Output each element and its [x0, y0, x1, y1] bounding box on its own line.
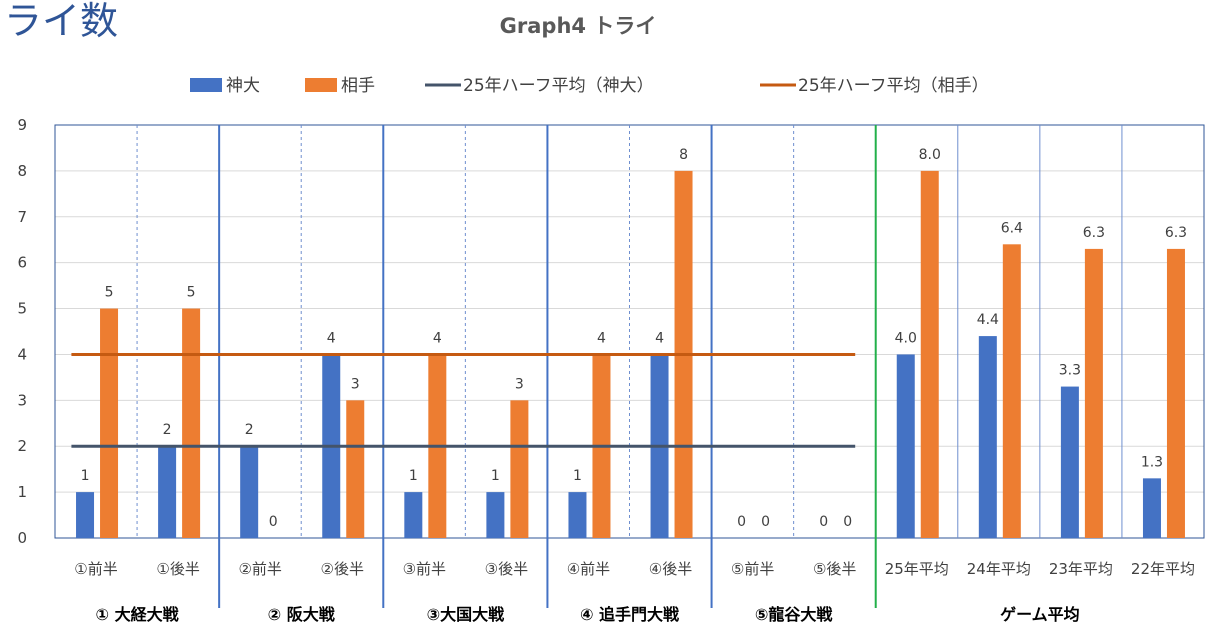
bar-opponent: [1166, 248, 1185, 538]
data-label: 0: [737, 514, 746, 530]
x-tick-label: ②後半: [321, 560, 364, 578]
bar-kobe: [978, 336, 997, 538]
bar-opponent: [920, 170, 939, 538]
legend-label: 神大: [226, 76, 260, 96]
data-label: 1: [81, 468, 90, 484]
y-tick-label: 7: [17, 208, 27, 226]
x-axis: ①前半 ①後半 ②前半 ②後半 ③前半 ③後半 ④前半 ④後半 ⑤前半 ⑤後半 25年平均 24年平均…: [74, 560, 1195, 578]
data-label: 2: [245, 422, 254, 438]
legend-label: 25年ハーフ平均（神大）: [463, 76, 654, 96]
bar-kobe: [76, 492, 95, 538]
bar-kobe: [158, 446, 177, 538]
data-label: 1: [491, 468, 500, 484]
legend-label: 25年ハーフ平均（相手）: [798, 76, 989, 96]
data-label: 3: [351, 376, 360, 392]
x-tick-label: 25年平均: [885, 560, 949, 578]
data-label: 4: [327, 330, 336, 346]
y-tick-label: 5: [17, 300, 27, 318]
y-tick-label: 9: [17, 116, 27, 134]
x-tick-label: 23年平均: [1049, 560, 1113, 578]
bar-kobe: [896, 354, 915, 538]
data-label: 8: [679, 147, 688, 163]
y-tick-label: 3: [17, 391, 27, 409]
legend: 神大 相手 25年ハーフ平均（神大） 25年ハーフ平均（相手）: [190, 76, 989, 96]
bar-opponent: [346, 400, 365, 538]
legend-swatch: [305, 78, 337, 92]
bar-kobe: [1060, 386, 1079, 538]
data-label: 0: [269, 514, 278, 530]
data-label: 0: [761, 514, 770, 530]
x-tick-label: ⑤前半: [731, 560, 774, 578]
data-label: 1: [409, 468, 418, 484]
legend-label: 相手: [341, 76, 375, 96]
data-label: 4: [433, 330, 442, 346]
bar-kobe: [486, 492, 505, 538]
bar-kobe: [240, 446, 259, 538]
data-label: 5: [187, 285, 196, 301]
group-label: ④ 追手門大戦: [580, 605, 680, 624]
data-label: 0: [819, 514, 828, 530]
bar-opponent: [510, 400, 529, 538]
group-label: ゲーム平均: [1000, 605, 1080, 624]
chart-title: Graph4 トライ: [500, 14, 657, 38]
data-label: 1: [573, 468, 582, 484]
data-label: 4.0: [895, 330, 917, 346]
group-label: ① 大経大戦: [96, 605, 180, 624]
bar-opponent: [1002, 244, 1021, 539]
reference-lines: [71, 352, 856, 448]
y-tick-label: 0: [17, 529, 27, 547]
group-labels: ① 大経大戦 ② 阪大戦 ③大国大戦 ④ 追手門大戦 ⑤龍谷大戦 ゲーム平均: [96, 605, 1080, 624]
x-tick-label: ④後半: [649, 560, 692, 578]
y-axis: 0 1 2 3 4 5 6 7 8 9: [17, 116, 27, 547]
group-label: ③大国大戦: [427, 605, 506, 624]
data-label: 4: [597, 330, 606, 346]
bar-kobe: [1142, 478, 1161, 538]
x-tick-label: ②前半: [238, 560, 281, 578]
data-label: 8.0: [919, 147, 941, 163]
data-label: 5: [105, 285, 114, 301]
x-tick-label: 24年平均: [967, 560, 1031, 578]
x-tick-label: 22年平均: [1131, 560, 1195, 578]
data-label: 0: [843, 514, 852, 530]
x-tick-label: ③前半: [403, 560, 446, 578]
data-label: 3.3: [1059, 363, 1081, 379]
data-label: 3: [515, 376, 524, 392]
data-label: 4: [655, 330, 664, 346]
x-tick-label: ①後半: [156, 560, 199, 578]
y-tick-label: 1: [17, 483, 27, 501]
x-tick-label: ③後半: [485, 560, 528, 578]
y-tick-label: 8: [17, 162, 27, 180]
bar-kobe: [404, 492, 423, 538]
y-tick-label: 4: [17, 345, 27, 363]
data-label: 6.4: [1001, 220, 1023, 236]
y-tick-label: 6: [17, 254, 27, 272]
x-tick-label: ①前半: [74, 560, 117, 578]
x-tick-label: ④前半: [567, 560, 610, 578]
bar-opponent: [182, 308, 201, 538]
group-label: ② 阪大戦: [268, 605, 336, 624]
bar-opponent: [1084, 248, 1103, 538]
bar-opponent: [100, 308, 119, 538]
legend-swatch: [190, 78, 222, 92]
data-label: 2: [163, 422, 172, 438]
group-separators: [136, 125, 1123, 608]
bar-kobe: [568, 492, 587, 538]
x-tick-label: ⑤後半: [813, 560, 856, 578]
page-heading: ライ数: [4, 0, 119, 43]
group-label: ⑤龍谷大戦: [755, 605, 834, 624]
data-label: 1.3: [1141, 454, 1163, 470]
data-label: 6.3: [1083, 225, 1105, 241]
data-label: 4.4: [977, 312, 999, 328]
y-tick-label: 2: [17, 437, 27, 455]
data-label: 6.3: [1165, 225, 1187, 241]
